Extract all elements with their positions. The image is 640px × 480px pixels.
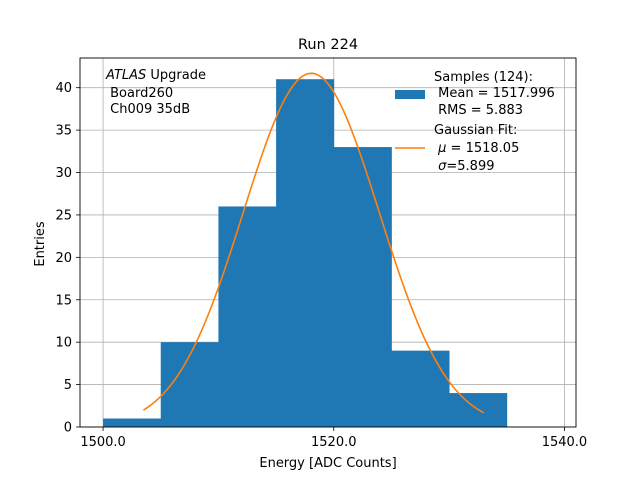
legend-mu-value: = 1518.05 — [446, 141, 519, 156]
histogram-bar — [276, 79, 335, 427]
annotation-line-1: ATLAS Upgrade — [105, 68, 206, 83]
legend-samples-label: Samples (124): — [434, 70, 533, 85]
legend-mu-symbol: μ — [437, 141, 446, 156]
y-axis-label: Entries — [33, 221, 48, 267]
legend: Samples (124): Mean = 1517.996 RMS = 5.8… — [395, 70, 555, 174]
legend-mean-label: Mean = 1517.996 — [434, 86, 555, 101]
annotation-atlas-italic: ATLAS — [105, 68, 146, 83]
annotation-line-2: Board260 — [106, 86, 173, 101]
atlas-annotation: ATLAS Upgrade Board260 Ch009 35dB — [105, 68, 206, 117]
histogram-bar — [218, 206, 277, 427]
y-tick-label: 35 — [55, 124, 72, 139]
annotation-line-3: Ch009 35dB — [106, 102, 190, 117]
histogram-bar — [333, 147, 392, 427]
gaussian-fit-curve — [143, 72, 485, 414]
y-tick-label: 0 — [64, 421, 72, 436]
axis-ticks: 1500.0 1520.0 1540.0 0 5 10 15 20 25 30 35 40 — [55, 81, 587, 450]
histogram-bar — [103, 418, 162, 427]
x-axis-label: Energy [ADC Counts] — [259, 456, 396, 471]
legend-sigma-symbol: σ — [438, 159, 447, 174]
x-tick-label: 1540.0 — [542, 435, 588, 450]
legend-rms-label: RMS = 5.883 — [434, 103, 523, 118]
chart-title: Run 224 — [298, 37, 358, 53]
legend-mu-label: μ = 1518.05 — [434, 141, 519, 156]
y-tick-label: 10 — [55, 336, 72, 351]
histogram-bar — [391, 350, 450, 427]
legend-gaussian-fit-label: Gaussian Fit: — [434, 123, 517, 138]
gaussian-fit-line — [143, 72, 485, 414]
y-tick-label: 15 — [55, 293, 72, 308]
x-tick-label: 1500.0 — [80, 435, 126, 450]
y-tick-label: 5 — [64, 378, 72, 393]
legend-sigma-value: =5.899 — [446, 159, 494, 174]
plot-area-frame — [79, 57, 577, 428]
y-tick-label: 40 — [55, 81, 72, 96]
y-tick-label: 25 — [55, 208, 72, 223]
x-tick-label: 1520.0 — [311, 435, 357, 450]
annotation-upgrade: Upgrade — [146, 68, 206, 83]
legend-histogram-swatch — [395, 90, 425, 99]
y-tick-label: 30 — [55, 166, 72, 181]
histogram-bars — [103, 79, 508, 427]
y-tick-label: 20 — [55, 251, 72, 266]
legend-sigma-label: σ=5.899 — [434, 159, 495, 174]
